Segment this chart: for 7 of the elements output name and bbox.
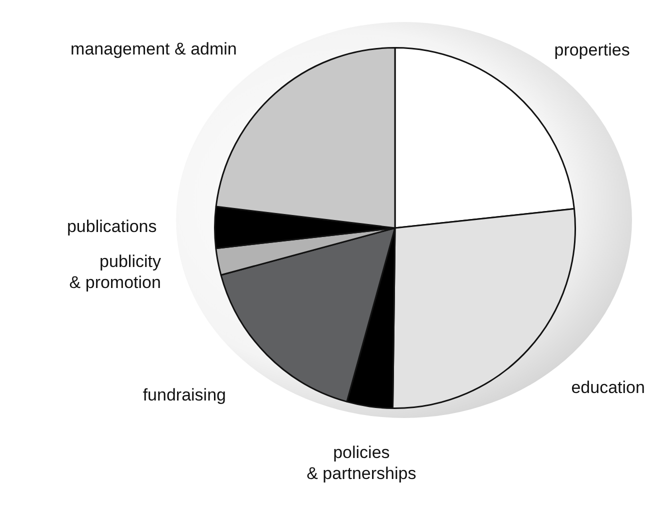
slice-label: publicity & promotion [69, 252, 162, 292]
slice-label: publications [66, 216, 157, 236]
slice-label: fundraising [142, 386, 226, 405]
slice-label: education [571, 378, 645, 398]
slice-label: policies & partnerships [306, 443, 416, 484]
slice-label: properties [554, 40, 630, 60]
slice-label: management & admin [70, 39, 237, 58]
